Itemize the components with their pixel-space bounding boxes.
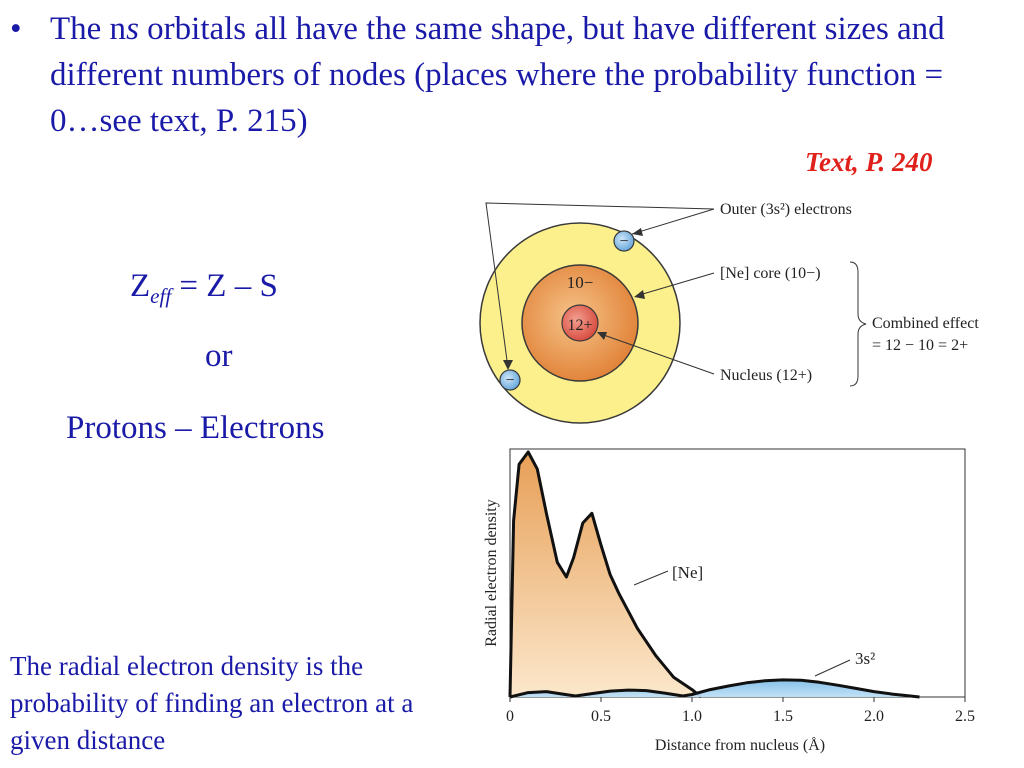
chart-ticks: 0 0.5 1.0 1.5 2.0 2.5 xyxy=(506,697,975,725)
z-symbol: Z xyxy=(130,268,151,304)
x-tick-label: 1.0 xyxy=(682,708,702,725)
x-tick-label: 0 xyxy=(506,708,514,725)
x-tick-label: 0.5 xyxy=(591,708,611,725)
ne-label-leader xyxy=(633,570,669,586)
eff-subscript: eff xyxy=(150,284,172,308)
bullet-text: The ns orbitals all have the same shape,… xyxy=(50,6,1000,144)
electron-minus-bottom: − xyxy=(505,372,514,389)
atom-diagram: 10− 12+ − − Outer (3s²) electrons [Ne] c… xyxy=(479,201,979,424)
x-tick-label: 2.5 xyxy=(955,708,975,725)
outer-electron-top xyxy=(613,230,635,252)
protons-electrons-text: Protons – Electrons xyxy=(66,410,325,446)
leader-core xyxy=(635,272,715,297)
caption-text: The radial electron density is the proba… xyxy=(10,651,414,755)
combined-effect-label: Combined effect xyxy=(872,315,979,332)
page-reference: Text, P. 240 xyxy=(805,147,933,177)
series-area-3s2 xyxy=(510,679,920,697)
ne-series-label: [Ne] xyxy=(672,563,703,582)
core-charge-label: 10− xyxy=(567,273,594,292)
bullet-text-start: The n xyxy=(50,11,127,47)
bullet-glyph: • xyxy=(10,11,22,47)
bullet-text-italic: s xyxy=(126,11,139,47)
leader-arrowheads xyxy=(503,228,645,370)
electron-minus-top: − xyxy=(619,233,628,250)
nucleus-label: Nucleus (12+) xyxy=(720,367,812,384)
arrowhead-core xyxy=(634,290,645,299)
3s-label-leader xyxy=(814,659,851,677)
radial-density-chart: 0 0.5 1.0 1.5 2.0 2.5 Distance from nucleus (… xyxy=(483,448,975,754)
arrowhead-top xyxy=(632,228,643,236)
ne-core-label: [Ne] core (10−) xyxy=(720,265,821,282)
3s-series-label: 3s² xyxy=(855,649,875,668)
chart-marks xyxy=(508,450,920,699)
outer-electron-bottom xyxy=(499,369,521,391)
equation-rest: = Z – S xyxy=(171,268,278,304)
nucleus-charge-label: 12+ xyxy=(567,317,592,334)
leader-nucleus xyxy=(597,332,715,375)
chart-xlabel: Distance from nucleus (Å) xyxy=(655,736,825,754)
zeff-equation: Zeff = Z – S xyxy=(130,268,278,308)
arrowhead-outer xyxy=(503,360,513,370)
leader-outer-bottom xyxy=(485,202,715,369)
combined-effect-value: = 12 − 10 = 2+ xyxy=(872,337,968,354)
leader-lines xyxy=(485,202,867,387)
outer-electrons-label: Outer (3s²) electrons xyxy=(720,201,852,218)
series-area-ne xyxy=(510,452,702,697)
x-tick-label: 1.5 xyxy=(773,708,793,725)
combined-brace xyxy=(849,261,867,387)
series-line-ne xyxy=(508,450,703,699)
leader-outer-top xyxy=(631,208,715,235)
chart-ylabel: Radial electron density xyxy=(483,499,500,647)
x-tick-label: 2.0 xyxy=(864,708,884,725)
or-text: or xyxy=(205,338,233,374)
series-line-3s2 xyxy=(509,678,920,699)
nucleus xyxy=(561,304,599,342)
arrowhead-nucleus xyxy=(597,332,607,340)
bullet-text-rest: orbitals all have the same shape, but ha… xyxy=(50,11,945,139)
